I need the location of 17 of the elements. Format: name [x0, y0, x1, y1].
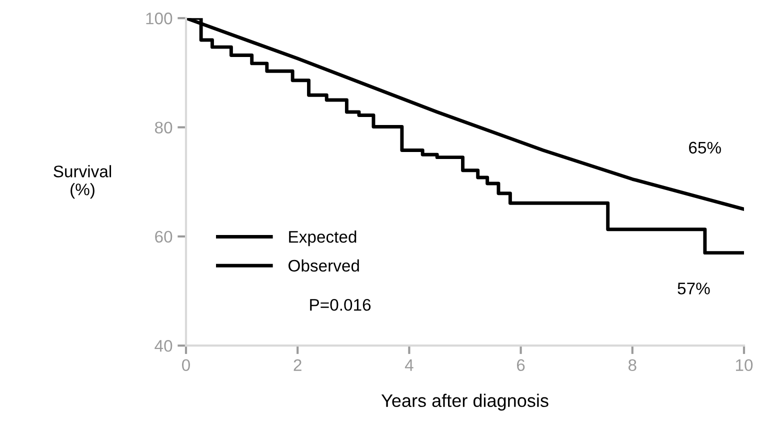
x-tick-label: 6	[517, 359, 525, 372]
legend-label: Observed	[288, 259, 359, 272]
x-tick-label: 0	[182, 359, 190, 372]
x-tick-label: 4	[404, 359, 414, 371]
y-tick-label: 100	[146, 12, 172, 24]
annotation: 65%	[689, 142, 721, 154]
annotation: P=0.016	[310, 298, 371, 311]
y-tick-label: 40	[154, 340, 172, 352]
x-tick-label: 8	[628, 359, 636, 372]
x-tick-label: 2	[294, 359, 302, 371]
legend-label: Expected	[289, 230, 356, 246]
x-axis-title: Years after diagnosis	[381, 394, 548, 411]
x-tick-label: 10	[736, 359, 753, 372]
annotation: 57%	[678, 282, 710, 294]
y-tick-label: 60	[155, 230, 172, 243]
y-tick-label: 80	[154, 122, 172, 134]
y-axis-title: Survival (%)	[54, 165, 112, 199]
